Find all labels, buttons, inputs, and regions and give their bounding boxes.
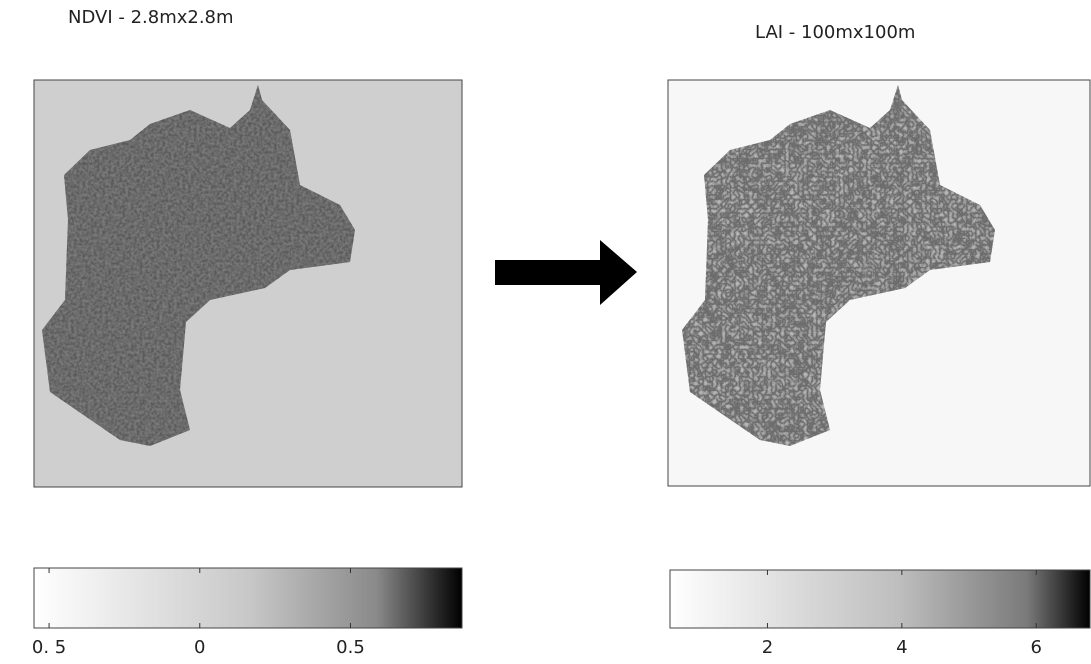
ndvi-map — [33, 79, 463, 488]
colorbar-tick-label: 0.5 — [336, 637, 365, 658]
colorbar-tick-label: 0. 5 — [32, 637, 66, 658]
panel-title: LAI - 100mx100m — [755, 22, 915, 43]
colorbar — [33, 567, 463, 629]
arrow — [495, 240, 637, 305]
colorbar-tick-label: 6 — [1031, 637, 1042, 658]
colorbar-tick-label: 0 — [194, 637, 205, 658]
colorbar — [669, 569, 1091, 629]
lai-map — [667, 79, 1091, 487]
colorbar-tick-label: 2 — [762, 637, 773, 658]
panel-title: NDVI - 2.8mx2.8m — [68, 7, 234, 28]
colorbar-tick-label: 4 — [896, 637, 907, 658]
